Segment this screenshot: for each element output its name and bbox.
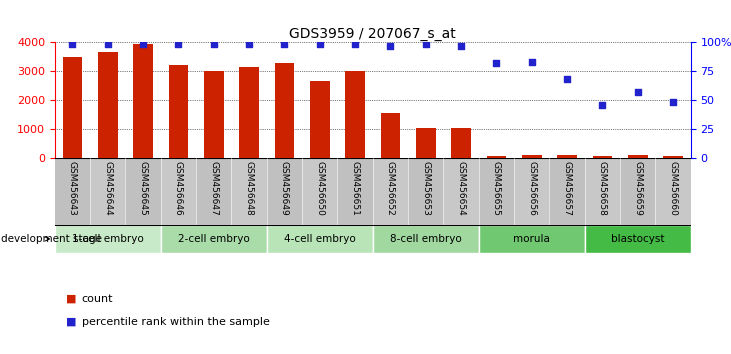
Text: blastocyst: blastocyst [611, 234, 664, 244]
Bar [664, 156, 683, 158]
Bar [204, 71, 224, 158]
Text: 1-cell embryo: 1-cell embryo [72, 234, 144, 244]
Bar [408, 158, 444, 225]
Bar [134, 44, 153, 158]
Text: morula: morula [513, 234, 550, 244]
Point [561, 76, 573, 82]
Bar [373, 158, 408, 225]
Text: 4-cell embryo: 4-cell embryo [284, 234, 356, 244]
Point [137, 41, 149, 46]
Point [455, 43, 467, 49]
Title: GDS3959 / 207067_s_at: GDS3959 / 207067_s_at [289, 28, 456, 41]
Text: 8-cell embryo: 8-cell embryo [390, 234, 462, 244]
Bar [196, 158, 232, 225]
Point [279, 41, 290, 46]
Point [526, 59, 537, 65]
Text: GSM456649: GSM456649 [280, 161, 289, 216]
Bar [381, 113, 400, 158]
Bar [63, 57, 82, 158]
Bar [98, 52, 118, 158]
Bar [479, 225, 585, 253]
Text: 2-cell embryo: 2-cell embryo [178, 234, 250, 244]
Text: GSM456650: GSM456650 [315, 161, 325, 216]
Point [67, 41, 78, 46]
Bar [416, 127, 436, 158]
Bar [585, 158, 620, 225]
Bar [161, 158, 196, 225]
Point [173, 41, 184, 46]
Text: GSM456651: GSM456651 [351, 161, 360, 216]
Point [420, 41, 431, 46]
Bar [522, 155, 542, 158]
Bar [126, 158, 161, 225]
Text: GSM456648: GSM456648 [245, 161, 254, 216]
Bar [479, 158, 514, 225]
Bar [232, 158, 267, 225]
Text: GSM456652: GSM456652 [386, 161, 395, 216]
Text: GSM456646: GSM456646 [174, 161, 183, 216]
Text: GSM456654: GSM456654 [457, 161, 466, 216]
Point [491, 61, 502, 66]
Bar [161, 225, 267, 253]
Point [596, 102, 608, 108]
Bar [514, 158, 550, 225]
Point [349, 41, 361, 46]
Bar [275, 63, 294, 158]
Text: ■: ■ [66, 294, 76, 304]
Bar [346, 71, 365, 158]
Bar [169, 65, 188, 158]
Text: GSM456647: GSM456647 [209, 161, 219, 216]
Text: GSM456644: GSM456644 [103, 161, 113, 216]
Text: GSM456656: GSM456656 [527, 161, 537, 216]
Bar [558, 155, 577, 158]
Text: development stage: development stage [1, 234, 102, 244]
Text: GSM456658: GSM456658 [598, 161, 607, 216]
Bar [267, 158, 302, 225]
Bar [656, 158, 691, 225]
Point [243, 41, 255, 46]
Text: percentile rank within the sample: percentile rank within the sample [82, 317, 270, 327]
Bar [90, 158, 126, 225]
Bar [310, 81, 330, 158]
Text: count: count [82, 294, 113, 304]
Point [385, 43, 396, 49]
Bar [628, 155, 648, 158]
Bar [55, 225, 161, 253]
Bar [550, 158, 585, 225]
Text: GSM456655: GSM456655 [492, 161, 501, 216]
Point [102, 41, 113, 46]
Bar [487, 156, 506, 158]
Text: GSM456643: GSM456643 [68, 161, 77, 216]
Bar [302, 158, 338, 225]
Point [208, 41, 219, 46]
Bar [373, 225, 479, 253]
Text: GSM456660: GSM456660 [669, 161, 678, 216]
Text: ■: ■ [66, 317, 76, 327]
Point [667, 99, 679, 105]
Bar [585, 225, 691, 253]
Bar [240, 67, 259, 158]
Bar [338, 158, 373, 225]
Text: GSM456659: GSM456659 [633, 161, 643, 216]
Bar [444, 158, 479, 225]
Text: GSM456645: GSM456645 [139, 161, 148, 216]
Text: GSM456653: GSM456653 [421, 161, 431, 216]
Bar [593, 156, 612, 158]
Point [314, 41, 325, 46]
Bar [452, 128, 471, 158]
Bar [620, 158, 656, 225]
Text: GSM456657: GSM456657 [563, 161, 572, 216]
Point [632, 89, 643, 95]
Bar [55, 158, 90, 225]
Bar [267, 225, 373, 253]
